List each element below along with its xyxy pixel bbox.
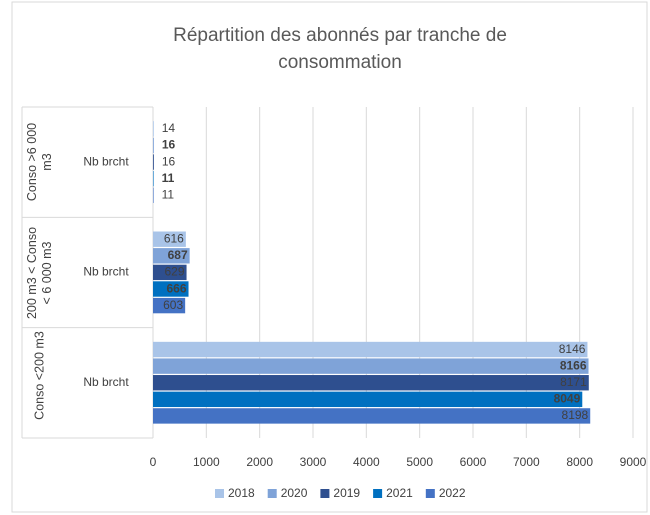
bar (153, 341, 588, 358)
bar (153, 297, 186, 314)
bar (153, 391, 583, 408)
subcategory-label: Nb brcht (83, 265, 129, 279)
data-label: 16 (162, 154, 176, 168)
data-label: 16 (162, 138, 176, 152)
chart-title: Répartition des abonnés par tranche de c… (173, 25, 507, 73)
bar (153, 170, 154, 187)
legend-swatch (215, 489, 224, 498)
data-label: 616 (164, 231, 184, 245)
x-tick-label: 9000 (620, 455, 647, 469)
data-label: 603 (163, 298, 183, 312)
x-tick-label: 2000 (246, 455, 273, 469)
data-label: 14 (162, 121, 176, 135)
bar (153, 187, 154, 203)
legend-swatch (267, 489, 277, 498)
data-label: 8198 (562, 408, 589, 422)
x-tick-label: 6000 (460, 455, 487, 469)
data-label: 8049 (554, 392, 581, 406)
bar (153, 408, 591, 424)
data-label: 11 (162, 171, 175, 185)
legend-label: 2021 (386, 486, 413, 500)
category-label: Conso >6 000 m3 (25, 123, 54, 202)
legend-label: 2020 (281, 486, 308, 500)
x-tick-label: 8000 (566, 455, 593, 469)
bar (153, 137, 154, 154)
category-label: Conso <200 m3 (32, 331, 47, 420)
legend-label: 2022 (439, 486, 466, 500)
legend-label: 2018 (228, 486, 255, 500)
bar (153, 154, 154, 170)
data-label: 666 (166, 281, 186, 295)
subcategory-label: Nb brcht (83, 154, 129, 168)
data-label: 11 (162, 188, 175, 202)
x-tick-label: 5000 (406, 455, 433, 469)
category-label: 200 m3 < Conso < 6 000 m3 (25, 226, 54, 319)
data-label: 629 (165, 265, 185, 279)
bar (153, 281, 189, 297)
x-tick-label: 7000 (513, 455, 540, 469)
x-tick-label: 1000 (193, 455, 220, 469)
chart-border (11, 1, 648, 513)
x-tick-label: 0 (150, 455, 157, 469)
data-label: 687 (168, 248, 188, 262)
legend-swatch (320, 489, 330, 498)
x-tick-label: 3000 (300, 455, 327, 469)
bar (153, 248, 190, 264)
bar (153, 375, 589, 391)
bar (153, 231, 186, 247)
x-tick-label: 4000 (353, 455, 380, 469)
bar (153, 121, 154, 137)
legend-swatch (425, 489, 435, 498)
bar (153, 264, 187, 281)
data-label: 8171 (560, 375, 587, 389)
legend-label: 2019 (333, 486, 360, 500)
legend-swatch (373, 489, 383, 498)
subcategory-label: Nb brcht (83, 375, 129, 389)
bar (153, 358, 589, 374)
data-label: 8146 (559, 342, 586, 356)
data-label: 8166 (560, 358, 587, 372)
